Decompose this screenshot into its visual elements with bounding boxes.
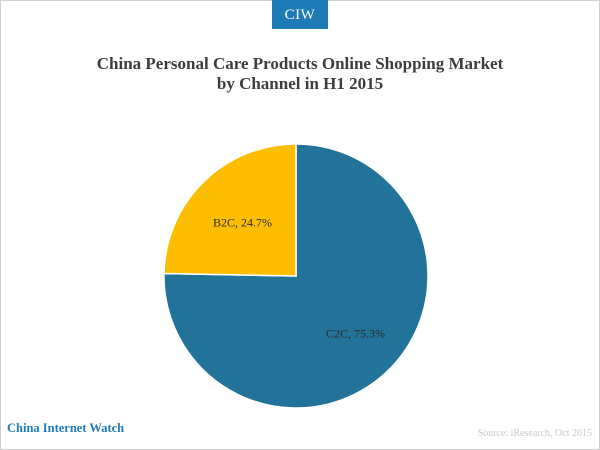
site-name: China Internet Watch: [7, 421, 125, 435]
data-label-c2c: C2C, 75.3%: [326, 327, 385, 341]
pie-labels: C2C, 75.3% B2C, 24.7%: [213, 216, 385, 341]
chart-title-line-2: by Channel in H1 2015: [216, 74, 384, 93]
pie-slices: [163, 143, 429, 409]
ciw-logo-badge: CIW: [272, 0, 328, 29]
chart-title: China Personal Care Products Online Shop…: [30, 54, 570, 94]
chart-title-line-1: China Personal Care Products Online Shop…: [96, 54, 504, 73]
source-note: Source: iResearch, Oct 2015: [477, 428, 592, 439]
data-label-b2c: B2C, 24.7%: [213, 216, 272, 230]
pie-slice-b2c: [163, 143, 297, 277]
